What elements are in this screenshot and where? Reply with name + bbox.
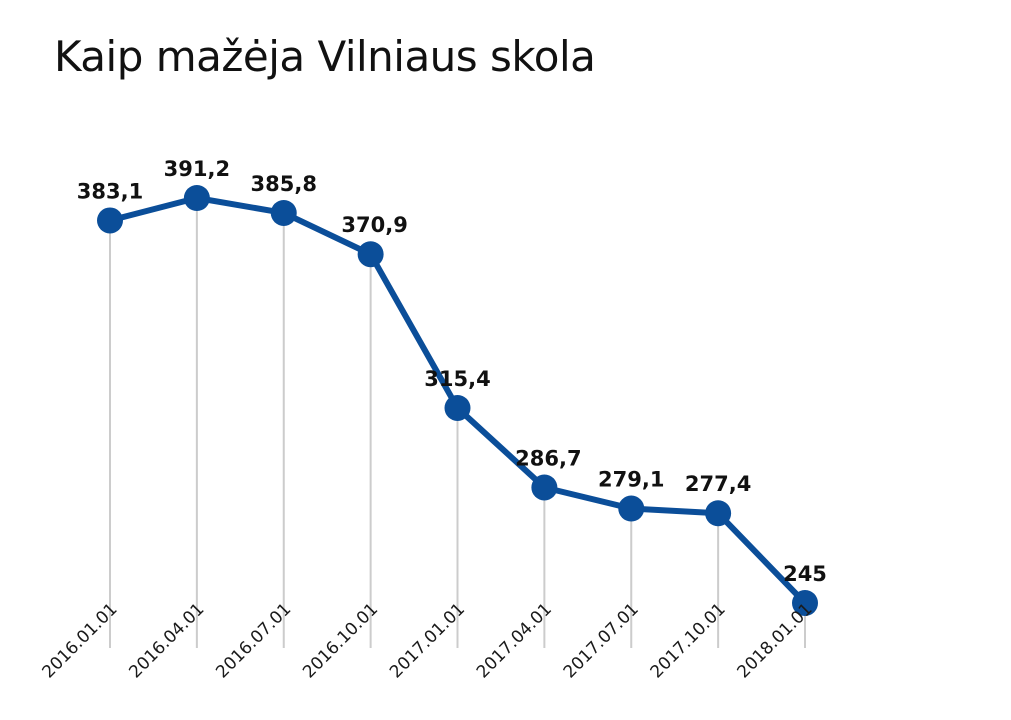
data-point-2018.01.01	[792, 590, 818, 616]
data-point-2016.07.01	[270, 199, 297, 226]
data-point-2016.01.01	[97, 207, 123, 234]
data-labels: 383,1 391,2 385,8 370,9 315,4 286,7 279,1 277,4…	[77, 157, 827, 586]
data-point-2017.10.01	[705, 500, 732, 527]
data-label-2017.01.01: 315,4	[424, 367, 490, 391]
data-label-2018.01.01: 245	[783, 562, 827, 586]
data-point-2017.04.01	[531, 474, 558, 501]
data-label-2016.10.01: 370,9	[341, 213, 407, 237]
data-point-2017.07.01	[618, 495, 645, 522]
data-label-2017.07.01: 279,1	[598, 468, 664, 492]
x-tick-labels: 2016.01.01 2016.04.01 2016.07.01 2016.10.01…	[39, 599, 817, 682]
data-label-2017.10.01: 277,4	[685, 472, 751, 496]
data-point-2016.10.01	[357, 241, 384, 268]
data-label-2017.04.01: 286,7	[515, 446, 581, 470]
data-label-2016.07.01: 385,8	[251, 172, 317, 196]
chart-title: Kaip mažėja Vilniaus skola	[54, 32, 596, 81]
data-label-2016.04.01: 391,2	[164, 157, 230, 181]
data-point-2017.01.01	[444, 394, 471, 421]
data-point-2016.04.01	[183, 185, 210, 211]
grid-lines	[109, 198, 806, 648]
data-label-2016.01.01: 383,1	[77, 179, 143, 203]
data-points	[97, 185, 818, 616]
